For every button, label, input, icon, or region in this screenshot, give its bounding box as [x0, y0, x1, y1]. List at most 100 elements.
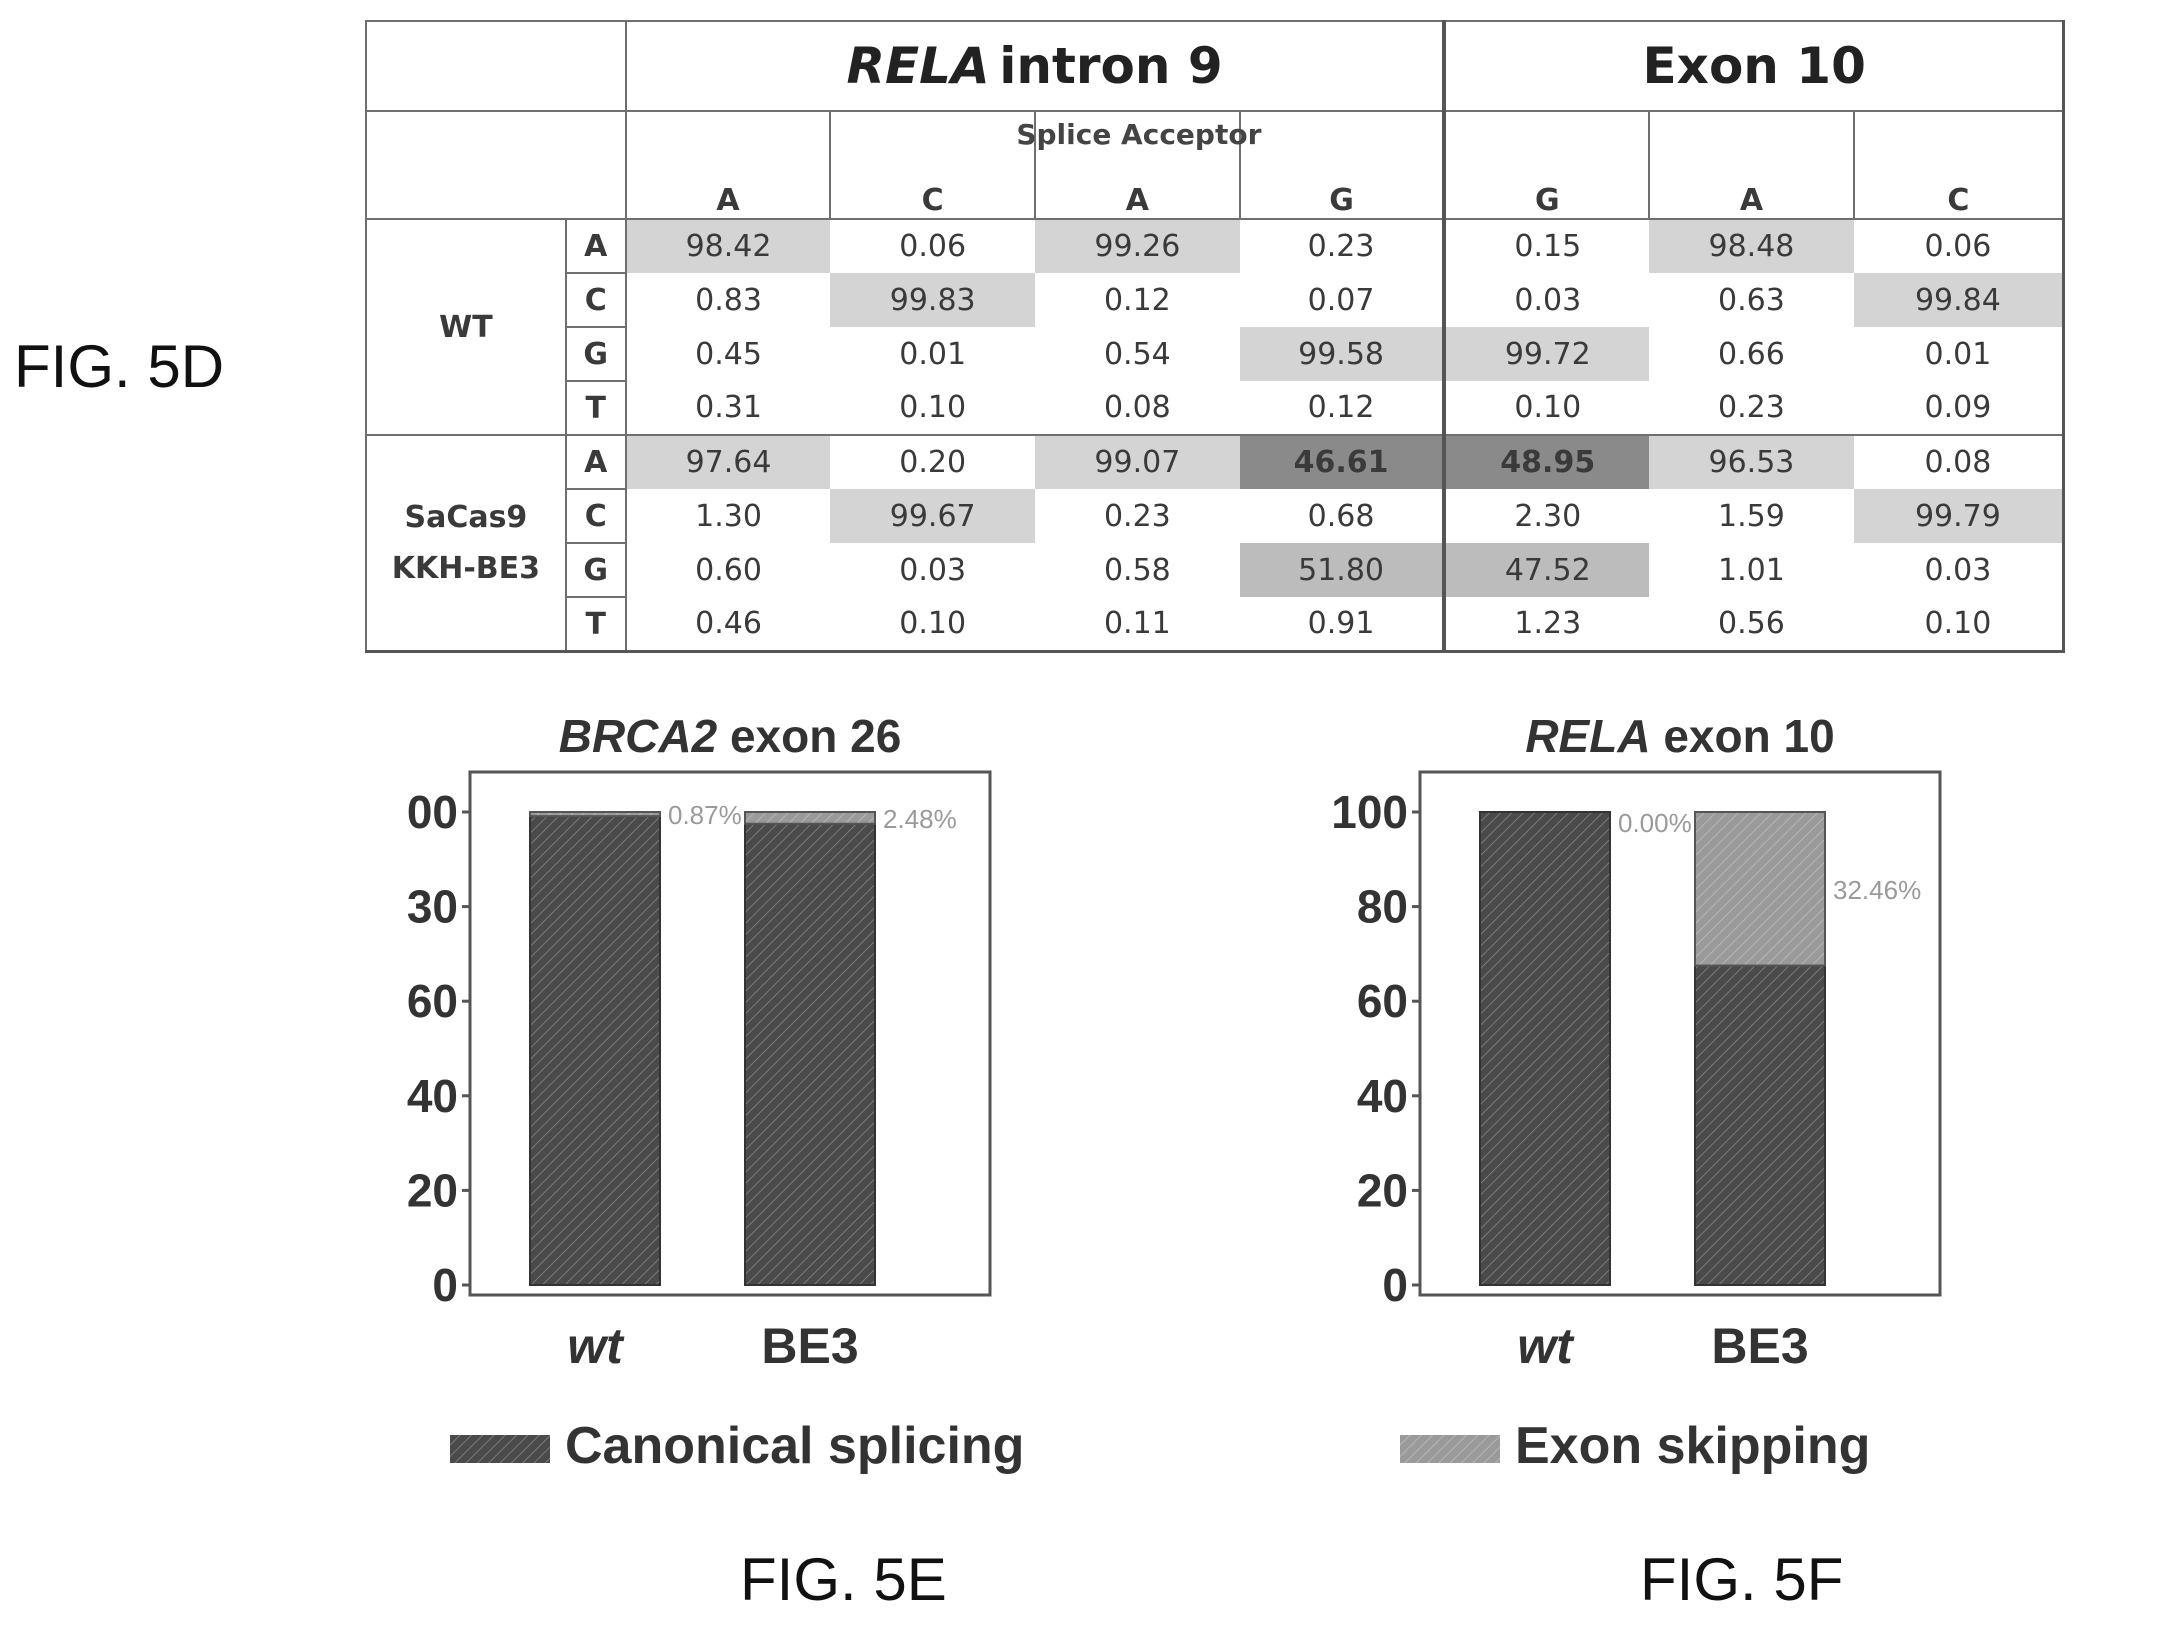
table-cell: 0.66 [1718, 336, 1785, 372]
column-header-label: G [1534, 183, 1560, 218]
table-cell: 48.95 [1442, 434, 1650, 489]
table-cell: 0.23 [1103, 498, 1171, 534]
bar-canonical-wt [1479, 811, 1611, 1286]
table-cell: 0.03 [1924, 552, 1992, 588]
column-header-1: C Splice Acceptor [829, 110, 1261, 220]
figure-label-5f: FIG. 5F [1640, 1546, 1844, 1613]
table-cell: 0.56 [1718, 606, 1785, 641]
bar-annotation: 2.48% [883, 804, 957, 834]
table-corner-2 [365, 110, 627, 220]
table-row: C 1.30 99.67 0.23 0.68 2.30 1.59 99.79 [366, 488, 2064, 544]
y-tick-label: 60 [1357, 975, 1408, 1027]
table-cell: 99.72 [1442, 327, 1650, 381]
row-base-label: A [564, 434, 627, 490]
table-cell: 0.54 [1103, 336, 1171, 372]
y-tick-label: 0 [432, 1259, 458, 1311]
x-tick-label: wt [567, 1318, 625, 1374]
chart-title-gene: RELA [1525, 710, 1650, 762]
table-cell: 2.30 [1442, 489, 1650, 543]
chart-title: BRCA2 exon 26 [559, 710, 902, 762]
table-cell: 1.59 [1718, 498, 1785, 534]
y-tick-label: 40 [1357, 1070, 1408, 1122]
table-cell: 0.10 [1442, 381, 1650, 435]
table-row: G 0.60 0.03 0.58 51.80 47.52 1.01 0.03 [366, 542, 2064, 598]
column-header-label: A [1739, 183, 1764, 218]
column-header-label: G [1329, 183, 1354, 218]
figure-label-5d: FIG. 5D [14, 333, 225, 400]
table-cell: 0.08 [1853, 434, 2064, 489]
table-cell: 51.80 [1239, 543, 1445, 597]
bar-canonical-BE3 [1694, 964, 1826, 1286]
intron-label: intron 9 [999, 37, 1223, 95]
bar-skipping-BE3 [744, 811, 876, 825]
table-cell: 0.23 [1718, 390, 1785, 425]
table-cell: 99.79 [1853, 489, 2064, 543]
row-base-label: G [564, 326, 627, 382]
y-tick-label: 100 [1331, 786, 1408, 838]
row-group-name: SaCas9 [404, 500, 528, 535]
table-cell: 0.06 [1853, 218, 2064, 273]
chart-title-text: exon 26 [717, 710, 901, 762]
figure-label-5e: FIG. 5E [740, 1546, 947, 1613]
bar-canonical-BE3 [744, 822, 876, 1286]
row-base-label: T [564, 596, 627, 653]
y-tick-label: 0 [1382, 1259, 1408, 1311]
table-cell: 0.12 [1307, 390, 1375, 425]
splice-acceptor-label: Splice Acceptor [1016, 118, 1262, 151]
y-tick-label: 20 [1357, 1164, 1408, 1216]
bar-skipping-wt [529, 811, 661, 818]
legend-label: Exon skipping [1515, 1417, 1870, 1475]
table-cell: 99.83 [830, 273, 1036, 327]
table-cell: 99.26 [1035, 218, 1240, 273]
table-cell: 0.03 [899, 552, 967, 588]
table-cell: 0.15 [1442, 218, 1650, 273]
table-cell: 1.23 [1442, 597, 1650, 652]
table-row: SaCas9 KKH-BE3 A 97.64 0.20 99.07 46.61 48.95 96… [365, 434, 2064, 653]
row-base-label: A [564, 218, 627, 274]
table-cell: 0.20 [830, 434, 1036, 489]
y-tick-label: 00 [407, 786, 458, 838]
chart-rela-exon10: RELA exon 10 0 20 40 60 80 100 0.00% wt 32.46% BE3… [1331, 710, 1942, 1475]
table-cell: 0.60 [695, 552, 762, 588]
bar-annotation: 32.46% [1833, 875, 1921, 905]
table-cell: 0.63 [1718, 282, 1785, 318]
table-cell: 99.07 [1035, 434, 1240, 489]
row-base-label: T [564, 380, 627, 436]
table-cell: 0.10 [899, 390, 967, 425]
table-cell: 0.08 [1103, 390, 1171, 425]
table-cell: 0.83 [695, 282, 762, 318]
table-cell: 98.48 [1649, 218, 1854, 273]
y-tick-label: 30 [407, 881, 458, 933]
row-base-label: G [564, 542, 627, 598]
table-cell: 97.64 [625, 434, 831, 489]
table-row: T 0.31 0.10 0.08 0.12 0.10 0.23 0.09 [366, 380, 2064, 436]
table-cell: 99.58 [1239, 327, 1445, 381]
table-corner [365, 20, 627, 112]
bar-annotation: 0.87% [668, 800, 742, 830]
table-row: WT A 98.42 0.06 99.26 0.23 0.15 98.48 0.06 [365, 218, 2064, 436]
row-base-label: C [564, 272, 627, 328]
x-tick-label: BE3 [1711, 1318, 1808, 1374]
column-header-6: C [1852, 110, 2065, 220]
table-cell: 99.67 [830, 489, 1036, 543]
intron-gene: RELA [846, 37, 990, 95]
table-cell: 0.45 [695, 336, 762, 372]
table-cell: 0.03 [1442, 273, 1650, 327]
chart-brca2-exon26: BRCA2 exon 26 0 20 40 60 30 00 0.87% wt 2.48% BE3 C… [407, 710, 1025, 1475]
table-cell: 0.10 [1924, 606, 1992, 641]
chart-title: RELA exon 10 [1525, 710, 1834, 762]
column-header-label: A [716, 183, 740, 218]
table-cell: 0.01 [1924, 336, 1992, 372]
bar-skipping-BE3 [1694, 811, 1826, 967]
table-cell: 99.84 [1853, 273, 2064, 327]
table-cell: 0.10 [899, 606, 967, 641]
table-cell: 1.01 [1718, 552, 1785, 588]
row-group-label: SaCas9 KKH-BE3 [365, 434, 567, 653]
splice-table-panel: RELA intron 9 Exon 10 A C Splice Acceptor A… [365, 20, 2065, 668]
splice-table: RELA intron 9 Exon 10 A C Splice Acceptor A… [365, 20, 2065, 653]
row-base-label: C [564, 488, 627, 544]
table-cell: 46.61 [1239, 434, 1445, 489]
table-cell: 1.30 [695, 498, 762, 534]
table-cell: 0.12 [1103, 282, 1171, 318]
table-row: C 0.83 99.83 0.12 0.07 0.03 0.63 99.84 [366, 272, 2064, 328]
